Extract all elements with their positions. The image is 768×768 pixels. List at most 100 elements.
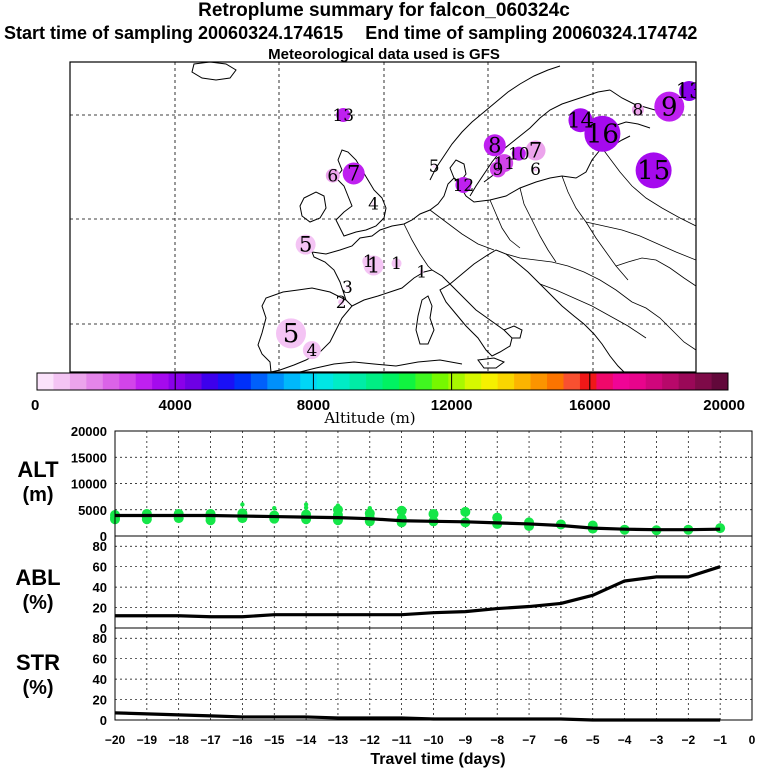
coast-france-north <box>311 135 631 301</box>
cluster-label: 13 <box>676 79 703 103</box>
cluster-marker <box>362 255 375 268</box>
x-tick-label: −6 <box>554 733 568 747</box>
cluster-label: 1 <box>416 263 427 283</box>
cluster-label: 8 <box>633 101 644 121</box>
border-3 <box>489 199 521 249</box>
cluster-marker <box>722 72 746 96</box>
cluster-label: 2 <box>336 293 347 313</box>
alt-scatter-point <box>303 502 309 507</box>
colorbar-segment <box>217 373 235 390</box>
border-8 <box>585 221 696 261</box>
alt-ytick-label: 15000 <box>71 450 107 465</box>
cluster-label: 13 <box>332 106 354 126</box>
str-label: STR <box>16 650 60 675</box>
str-frame <box>114 627 753 721</box>
x-tick-label: −12 <box>360 733 381 747</box>
coast-italy-heel <box>503 325 523 339</box>
abl-ytick-label: 60 <box>93 560 107 575</box>
cluster-marker <box>275 318 306 349</box>
x-tick-label: −16 <box>232 733 253 747</box>
coast-great-britain <box>335 149 387 237</box>
cluster-label: 8 <box>488 133 501 157</box>
alt-scatter-point <box>364 508 375 519</box>
str-series-line <box>114 711 721 722</box>
x-tick-label: −8 <box>490 733 504 747</box>
cluster-label: 1 <box>391 254 402 274</box>
x-tick-label: −18 <box>169 733 190 747</box>
coast-med-italy <box>351 249 625 372</box>
colorbar-frame <box>36 372 729 391</box>
plume-trajectory-line <box>330 470 706 702</box>
colorbar-segment <box>629 373 647 390</box>
cluster-marker <box>455 177 472 194</box>
x-tick-label: −19 <box>137 733 158 747</box>
colorbar-segment <box>119 373 137 390</box>
alt-scatter-point <box>240 502 245 507</box>
abl-series-line <box>115 565 721 619</box>
cluster-label: 17 <box>721 72 748 96</box>
cluster-marker <box>631 103 644 116</box>
cluster-label: 14 <box>567 108 594 132</box>
cluster-marker <box>419 269 424 274</box>
colorbar-segment <box>69 373 87 390</box>
x-axis-tick-labels: −20 −19 −18 −17 −16 −15 −14 −13 −12 −11 −10 −9 −8 −7−… <box>105 733 756 747</box>
x-tick-label: −20 <box>105 733 126 747</box>
alt-scatter-point <box>367 505 372 511</box>
colorbar-segment <box>102 373 120 390</box>
colorbar-segment <box>547 373 564 390</box>
cluster-marker <box>495 154 514 173</box>
cluster-label: 7 <box>347 162 360 186</box>
colorbar-tick-label: 16000 <box>569 397 611 414</box>
cluster-marker <box>295 234 316 255</box>
border-7 <box>539 283 647 339</box>
cluster-marker <box>525 140 546 161</box>
coast-ireland <box>299 191 327 223</box>
map-gridlines <box>70 62 696 372</box>
cluster-marker <box>336 108 351 122</box>
colorbar-segment <box>431 373 449 390</box>
cluster-label: 5 <box>299 233 312 257</box>
alt-scatter-point <box>396 505 407 516</box>
alt-ytick-label: 10000 <box>71 477 107 492</box>
alt-ytick-label: 20000 <box>71 424 107 439</box>
colorbar-segment <box>415 373 433 390</box>
alt-scatter-point <box>303 505 309 510</box>
colorbar-segment <box>168 373 186 390</box>
colorbar-segment <box>448 373 466 390</box>
colorbar-tick-label: 8000 <box>297 397 330 414</box>
x-tick-label: −17 <box>200 733 221 747</box>
colorbar-segment <box>497 373 515 390</box>
colorbar-segment <box>316 373 334 390</box>
alt-unit-label: (m) <box>22 484 53 506</box>
border-6 <box>505 253 633 303</box>
x-tick-label: −9 <box>459 733 473 747</box>
colorbar-segment <box>86 373 104 390</box>
cluster-marker <box>584 115 621 152</box>
colorbar-segment <box>530 373 548 390</box>
colorbar-segment <box>612 373 630 390</box>
map-background <box>70 62 696 372</box>
alt-series-line <box>115 513 721 532</box>
str-ytick-label: 40 <box>93 672 107 687</box>
colorbar-segment <box>185 373 202 390</box>
plume-layer: 11112234455566778899101112131314151617 <box>275 72 748 702</box>
str-ytick-label: 60 <box>93 652 107 667</box>
x-tick-label: −4 <box>618 733 632 747</box>
cluster-marker <box>635 152 672 189</box>
x-tick-label: −2 <box>681 733 695 747</box>
cluster-marker <box>371 201 376 206</box>
colorbar-segment <box>563 373 581 390</box>
x-tick-label: −3 <box>650 733 664 747</box>
colorbar-segment <box>349 373 367 390</box>
cluster-marker <box>302 341 321 360</box>
colorbar-tick-label: 12000 <box>431 397 473 414</box>
cluster-label: 9 <box>661 92 678 122</box>
country-borders <box>403 139 696 351</box>
panel-labels: ALT (m) ABL (%) STR (%) <box>15 457 60 699</box>
cluster-label: 7 <box>529 139 542 163</box>
end-time: End time of sampling 20060324.174742 <box>365 23 698 43</box>
chart-title: Retroplume summary for falcon_060324c <box>198 0 570 21</box>
cluster-label: 16 <box>586 120 619 150</box>
cluster-label: 1 <box>367 254 380 278</box>
abl-panel: 0 20 40 60 80 <box>93 535 753 636</box>
